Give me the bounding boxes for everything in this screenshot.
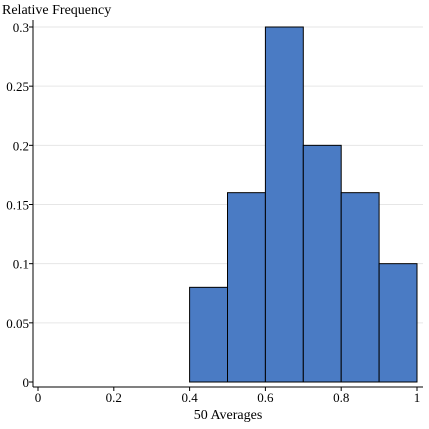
x-tick-label: 0 [35, 390, 42, 405]
histogram-bar [264, 26, 304, 383]
y-tick-label: 0.3 [13, 20, 29, 35]
axes [32, 20, 423, 388]
histogram-bars [189, 26, 418, 383]
x-tick-label: 0.2 [106, 390, 122, 405]
x-axis-label: 50 Averages [194, 408, 263, 423]
y-tick-label: 0.25 [6, 79, 29, 94]
y-axis-label: Relative Frequency [2, 3, 111, 18]
x-tick-label: 1 [414, 390, 421, 405]
x-tick-label: 0.4 [181, 390, 198, 405]
histogram-bar [227, 192, 266, 383]
histogram-bar [189, 286, 229, 383]
axis-ticks: 0 0.05 0.1 0.15 0.2 0.25 0.3 0 0.2 0.4 0.6 0.8 1 [6, 20, 420, 405]
y-tick-label: 0.1 [13, 257, 29, 272]
histogram-bar [302, 144, 342, 383]
y-tick-label: 0.05 [6, 316, 29, 331]
y-tick-label: 0.15 [6, 198, 29, 213]
histogram-bar [378, 263, 418, 383]
y-tick-label: 0 [23, 375, 30, 390]
x-tick-label: 0.6 [257, 390, 274, 405]
x-tick-label: 0.8 [333, 390, 349, 405]
histogram-bar [340, 192, 380, 383]
y-tick-label: 0.2 [13, 138, 29, 153]
